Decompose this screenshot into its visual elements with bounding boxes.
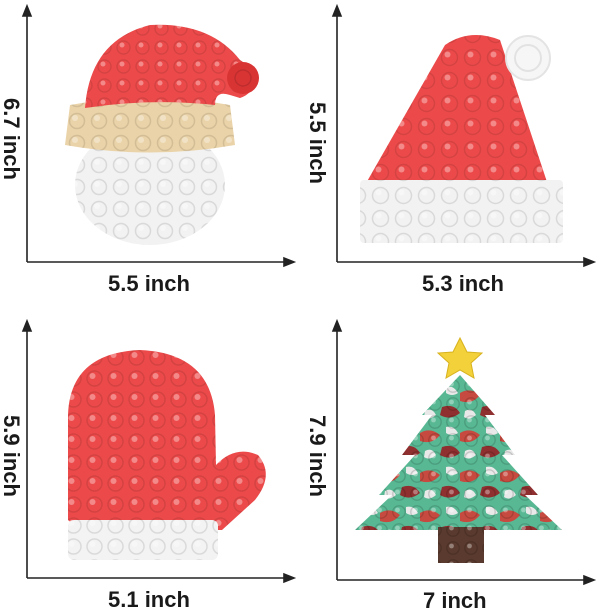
width-label-santa-face: 5.5 inch — [108, 271, 190, 296]
christmas-tree-image — [331, 318, 597, 586]
santa-hat-image — [331, 3, 597, 268]
height-label-santa-face: 6.7 inch — [0, 98, 24, 180]
mitten-image — [21, 318, 297, 584]
panel-christmas-tree: 7 inch 7.9 inch — [300, 305, 600, 613]
panel-mitten: 5.1 inch 5.9 inch — [0, 305, 300, 612]
height-label-santa-hat: 5.5 inch — [305, 102, 330, 184]
dimension-axes-2 — [331, 3, 597, 268]
santa-face-image — [21, 3, 297, 268]
dimension-axes-3 — [21, 318, 297, 584]
height-label-mitten: 5.9 inch — [0, 415, 24, 497]
dimension-axes-1 — [21, 3, 297, 268]
panel-santa-hat: 5.3 inch 5.5 inch — [300, 0, 600, 305]
height-label-christmas-tree: 7.9 inch — [305, 415, 330, 497]
dimension-axes-4 — [331, 318, 597, 586]
panel-santa-face: 5.5 inch 6.7 inch — [0, 0, 300, 305]
width-label-mitten: 5.1 inch — [108, 587, 190, 612]
width-label-christmas-tree: 7 inch — [423, 588, 487, 613]
width-label-santa-hat: 5.3 inch — [422, 271, 504, 296]
